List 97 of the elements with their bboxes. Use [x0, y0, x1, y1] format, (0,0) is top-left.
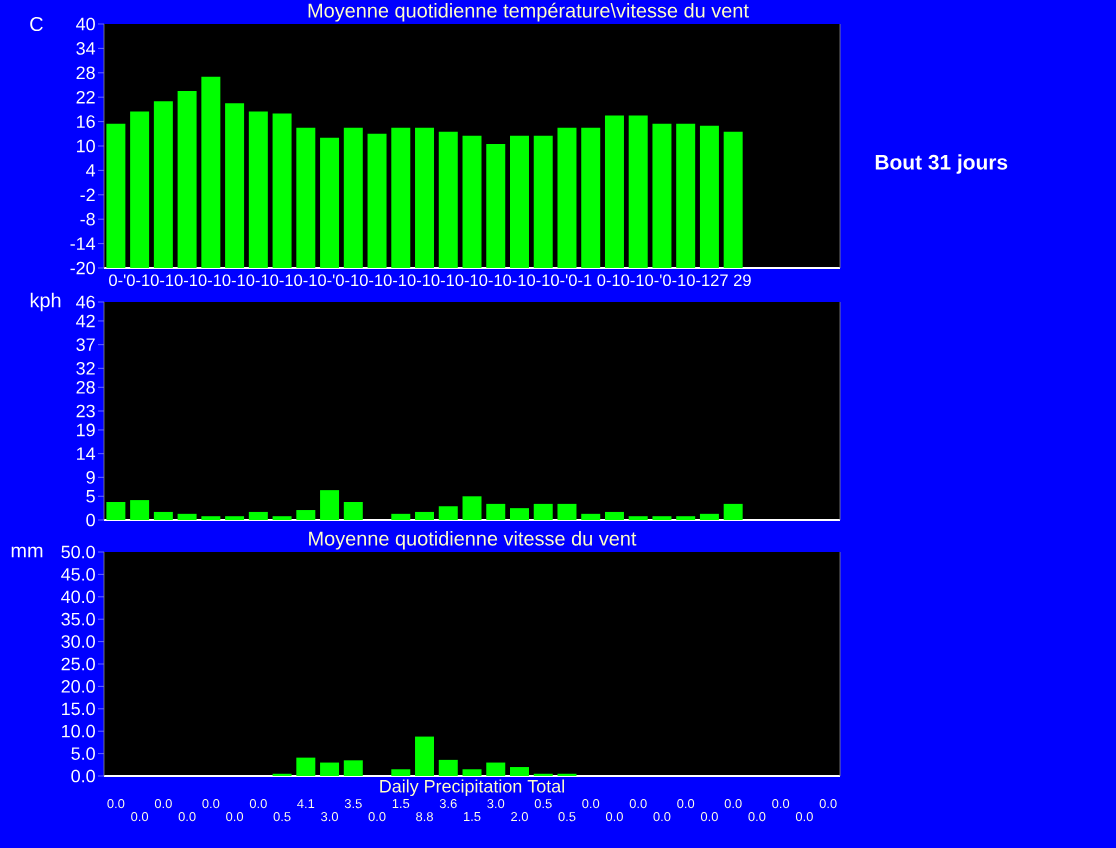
bar [177, 91, 197, 268]
y-tick-label: 28 [76, 66, 95, 80]
bar [699, 513, 719, 520]
y-tick-label: 46 [76, 295, 95, 309]
bar [201, 76, 221, 268]
bar [130, 500, 150, 520]
bar [510, 767, 529, 776]
bar [486, 503, 506, 520]
bar [723, 503, 743, 520]
y-tick-label: 5.0 [71, 747, 95, 760]
bar [248, 511, 268, 520]
chart-title: Moyenne quotidienne température\vitesse du vent [308, 2, 749, 22]
bar [604, 115, 624, 268]
bar [486, 762, 506, 776]
y-tick-label: -2 [80, 188, 95, 202]
bar [462, 769, 482, 776]
y-tick-label: 32 [76, 361, 95, 375]
y-tick-label: 10.0 [62, 724, 95, 738]
y-tick-label: 20.0 [61, 680, 95, 693]
y-tick-label: 14 [77, 447, 96, 460]
y-tick-label: 50.0 [61, 545, 95, 559]
bar [320, 762, 340, 776]
y-axis-title: kph [30, 292, 61, 312]
y-tick-label: 0.0 [71, 769, 95, 783]
bar [296, 127, 316, 268]
bar [153, 511, 173, 520]
bar [486, 143, 506, 268]
y-tick-label: 30.0 [61, 635, 95, 648]
x-axis-title: Daily Precipitation Total [380, 779, 564, 797]
y-tick-label: 16 [77, 115, 95, 128]
bar [343, 501, 363, 520]
bar [367, 133, 387, 268]
y-tick-label: 5 [86, 490, 95, 503]
text: 0-'0-10-10-10-10-10-10-10-10-'0-10-10-10-10-10-10-10-10-10-'0-1 0-10-10-'0-10-127 29 [109, 274, 751, 287]
y-tick-label: 23 [76, 404, 95, 418]
bar [296, 757, 316, 776]
y-tick-label: 19 [77, 423, 95, 437]
bar [272, 113, 292, 268]
bar [153, 101, 173, 268]
bar [438, 506, 458, 520]
bar [438, 131, 458, 268]
bar [557, 503, 577, 520]
bar [628, 115, 648, 268]
bar [581, 127, 601, 268]
y-tick-label: -8 [80, 212, 95, 226]
bar [415, 127, 435, 268]
bar [343, 127, 363, 268]
bar [510, 508, 529, 520]
y-tick-label: 4 [86, 164, 96, 177]
bar [177, 513, 197, 520]
y-tick-label: 0 [86, 513, 95, 527]
bar [604, 511, 624, 520]
bar [343, 760, 363, 776]
y-tick-label: 25.0 [61, 657, 95, 671]
bar [533, 503, 553, 520]
bar [699, 125, 719, 268]
bar [415, 736, 435, 776]
bar [391, 513, 411, 520]
text: Bout 31 jours [875, 154, 1008, 174]
chart-title: Moyenne quotidienne vitesse du vent [309, 531, 637, 550]
bar [415, 511, 435, 520]
y-tick-label: 9 [86, 470, 95, 484]
y-tick-label: 40 [76, 17, 95, 31]
y-tick-label: 22 [76, 90, 95, 104]
bar [296, 510, 316, 520]
bar [533, 135, 553, 268]
bar [391, 127, 411, 268]
y-tick-label: 37 [76, 338, 95, 352]
y-axis-title: mm [11, 546, 43, 558]
bar [723, 131, 743, 268]
y-axis-title: C [30, 16, 43, 32]
y-tick-label: 40.0 [61, 590, 95, 604]
y-tick-label: -14 [70, 237, 96, 250]
bar [438, 759, 458, 776]
y-tick-label: 15.0 [62, 702, 95, 716]
y-tick-label: -20 [70, 261, 95, 275]
bar [462, 135, 482, 268]
bar [225, 103, 245, 268]
bar [510, 135, 529, 268]
bar [391, 769, 411, 776]
bar [320, 490, 340, 520]
y-tick-label: 10 [77, 139, 95, 153]
bar [106, 501, 126, 520]
bar [462, 496, 482, 520]
bar [581, 513, 601, 520]
bar [130, 111, 150, 268]
y-tick-label: 45.0 [61, 568, 95, 581]
y-tick-label: 28 [76, 380, 95, 394]
y-tick-label: 34 [76, 42, 96, 55]
bar [106, 123, 126, 268]
y-tick-label: 35.0 [61, 612, 95, 626]
bar [248, 111, 268, 268]
bar [676, 123, 696, 268]
bar [557, 127, 577, 268]
bar [320, 137, 340, 268]
y-tick-label: 42 [76, 314, 95, 328]
bar [652, 123, 672, 268]
